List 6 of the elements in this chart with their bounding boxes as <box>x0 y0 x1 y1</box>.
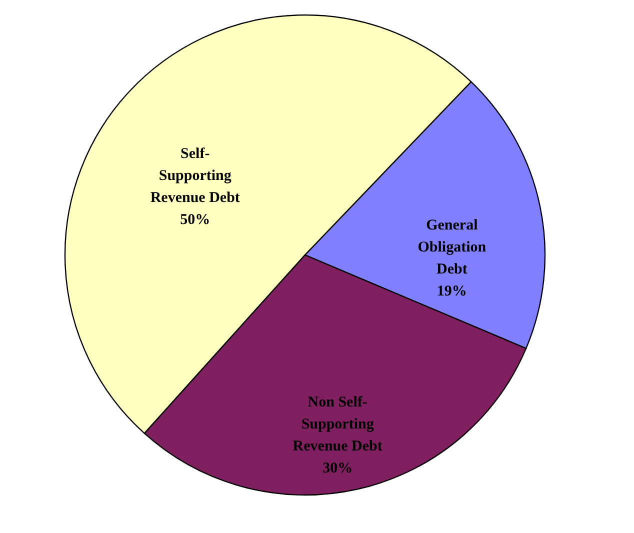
slice-label: General Obligation Debt <box>418 218 487 278</box>
slice-label: Non Self- Supporting Revenue Debt <box>292 394 382 454</box>
data-label: 19% <box>436 284 467 300</box>
slice-label: Self- Supporting Revenue Debt <box>150 146 240 206</box>
data-label: 30% <box>322 460 353 476</box>
data-label: 50% <box>180 212 210 228</box>
